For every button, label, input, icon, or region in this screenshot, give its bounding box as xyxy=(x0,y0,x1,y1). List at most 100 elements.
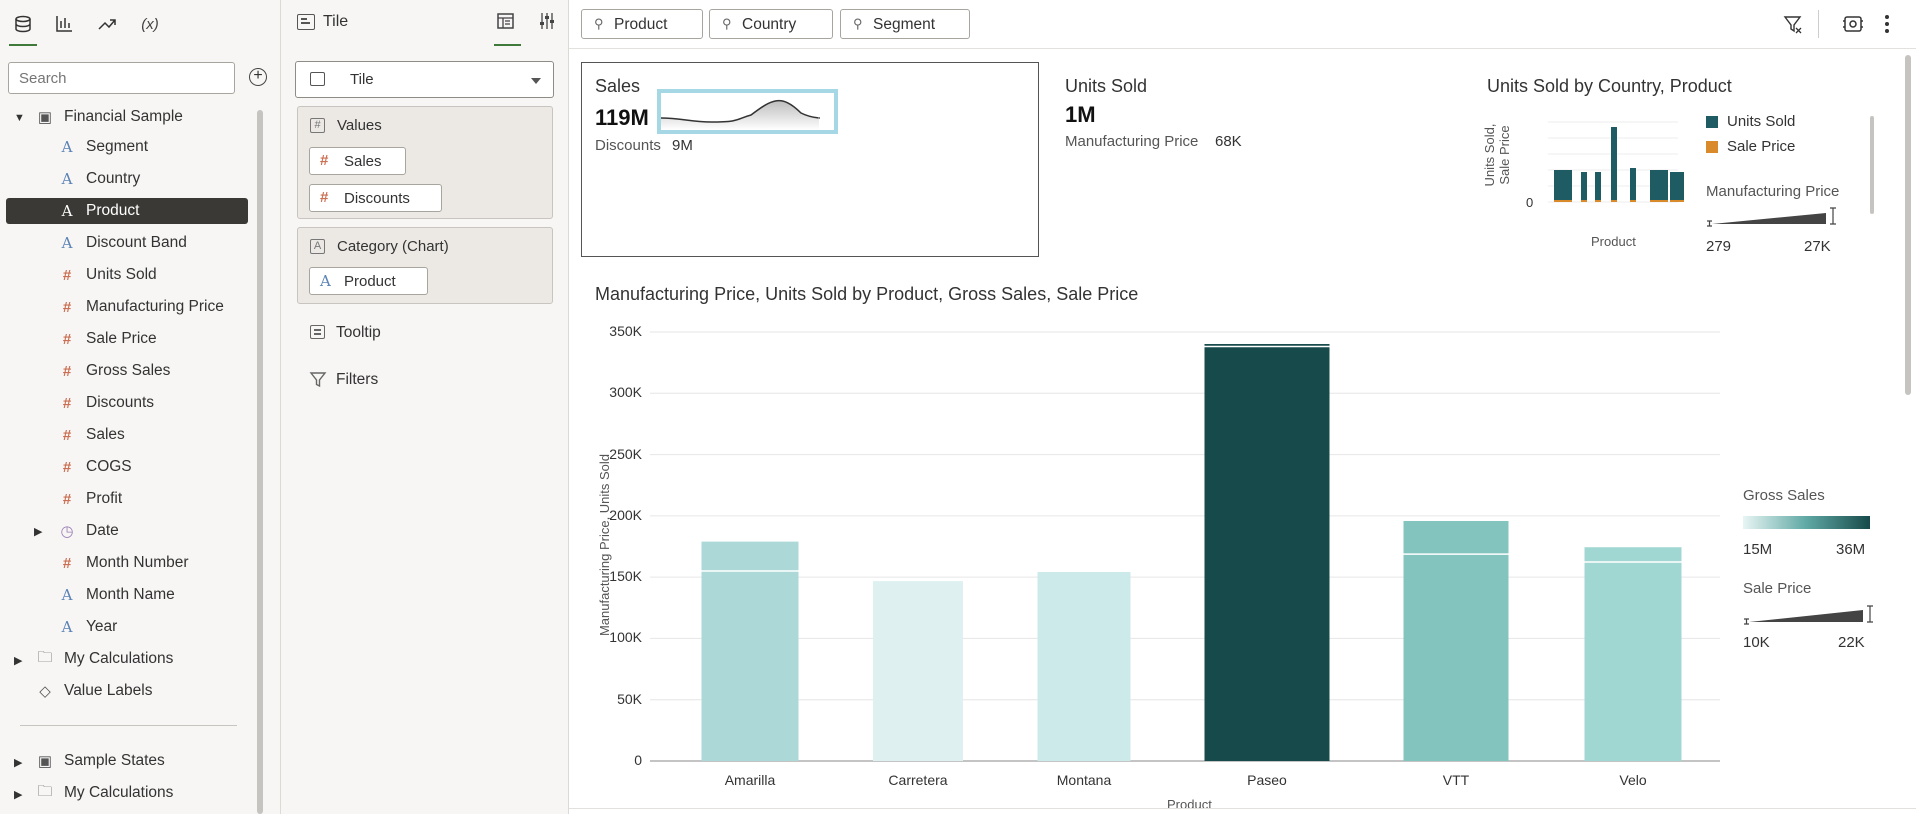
my-calculations-folder-2[interactable]: 🗀 My Calculations xyxy=(34,780,276,806)
dataset-icon: ▣ xyxy=(37,109,53,126)
field-label: Year xyxy=(86,618,118,635)
mini-bar[interactable] xyxy=(1554,170,1572,202)
field-country[interactable]: A Country xyxy=(6,166,248,192)
field-profit[interactable]: # Profit xyxy=(6,486,248,512)
value-labels-row[interactable]: ◇ Value Labels xyxy=(34,678,276,704)
sparkline-selection[interactable] xyxy=(657,89,838,134)
field-year[interactable]: A Year xyxy=(6,614,248,640)
mini-bar[interactable] xyxy=(1630,168,1636,202)
sales-tile[interactable] xyxy=(581,62,1039,257)
sales-tile-sub-label: Discounts xyxy=(595,137,661,154)
add-icon[interactable]: + xyxy=(249,68,267,86)
value-pill-label: Discounts xyxy=(344,190,410,207)
x-tick-label: Paseo xyxy=(1247,772,1287,788)
chevron-down-icon[interactable] xyxy=(531,78,541,84)
properties-sliders-icon[interactable] xyxy=(538,12,558,32)
more-options-icon[interactable] xyxy=(1884,14,1890,34)
dataset-row[interactable]: ▣ Financial Sample xyxy=(34,104,276,130)
active-tab-indicator xyxy=(9,44,37,46)
category-pill-product[interactable]: A Product xyxy=(309,267,428,295)
y-tick-label: 200K xyxy=(609,506,642,523)
pin-icon: ⚲ xyxy=(594,16,604,31)
field-cogs[interactable]: # COGS xyxy=(6,454,248,480)
mini-bar[interactable] xyxy=(1670,172,1684,202)
mini-bar[interactable] xyxy=(1581,172,1587,202)
analytics-icon[interactable] xyxy=(93,10,121,38)
field-date[interactable]: ◷ Date xyxy=(6,518,248,544)
search-input[interactable] xyxy=(8,62,235,94)
values-icon: # xyxy=(310,118,325,133)
collapse-caret-icon[interactable]: ▼ xyxy=(14,112,25,124)
field-discounts[interactable]: # Discounts xyxy=(6,390,248,416)
mini-bar-sale-price xyxy=(1670,200,1684,202)
tooltip-drop-target[interactable]: Tooltip xyxy=(336,324,381,341)
measure-icon: # xyxy=(320,152,329,169)
field-sale-price[interactable]: # Sale Price xyxy=(6,326,248,352)
field-discount-band[interactable]: A Discount Band xyxy=(6,230,248,256)
measure-icon: # xyxy=(62,394,72,412)
filter-pill-country[interactable]: ⚲ Country xyxy=(709,9,833,39)
units-tile-value: 1M xyxy=(1065,102,1096,127)
field-month-name[interactable]: A Month Name xyxy=(6,582,248,608)
expand-caret-icon[interactable]: ▶ xyxy=(34,526,43,538)
calculations-icon[interactable]: (x) xyxy=(141,15,159,33)
filter-pill-product[interactable]: ⚲ Product xyxy=(581,9,703,39)
filters-drop-target[interactable]: Filters xyxy=(336,371,379,388)
my-calculations-folder[interactable]: 🗀 My Calculations xyxy=(34,646,276,672)
category-icon: A xyxy=(310,239,325,254)
field-sales[interactable]: # Sales xyxy=(6,422,248,448)
mini-chart-scrollbar[interactable] xyxy=(1870,116,1874,214)
field-manufacturing-price[interactable]: # Manufacturing Price xyxy=(6,294,248,320)
value-pill-sales[interactable]: # Sales xyxy=(309,147,406,175)
y-tick-label: 350K xyxy=(609,323,642,339)
bar-vtt[interactable] xyxy=(1403,521,1509,761)
pin-icon: ⚲ xyxy=(853,16,863,31)
grammar-active-tab xyxy=(494,44,521,46)
field-month-number[interactable]: # Month Number xyxy=(6,550,248,576)
mini-bar-sale-price xyxy=(1611,200,1617,202)
canvas-scrollbar[interactable] xyxy=(1905,55,1911,395)
grammar-title: Tile xyxy=(323,13,349,30)
expand-caret-icon[interactable]: ▶ xyxy=(14,789,23,801)
data-panel: (x) + ▼ ▣ Financial Sample A Segment A Country… xyxy=(0,0,281,814)
data-panel-scrollbar[interactable] xyxy=(257,110,263,814)
expand-caret-icon[interactable]: ▶ xyxy=(14,655,23,667)
field-product[interactable]: A Product xyxy=(6,198,248,224)
y-tick-label: 150K xyxy=(609,568,642,585)
visualizations-icon[interactable] xyxy=(50,10,78,38)
mini-bar[interactable] xyxy=(1611,127,1617,202)
measure-icon: # xyxy=(62,426,72,444)
properties-layout-icon[interactable] xyxy=(497,12,517,32)
measure-icon: # xyxy=(62,298,72,316)
field-segment[interactable]: A Segment xyxy=(6,134,248,160)
tile-type-icon xyxy=(310,72,325,86)
bar-velo[interactable] xyxy=(1584,547,1682,761)
folder-icon: 🗀 xyxy=(37,782,53,800)
mini-chart-title: Units Sold by Country, Product xyxy=(1487,76,1732,96)
mini-bar[interactable] xyxy=(1650,170,1668,202)
bar-paseo[interactable] xyxy=(1204,344,1330,761)
field-gross-sales[interactable]: # Gross Sales xyxy=(6,358,248,384)
data-icon[interactable] xyxy=(9,10,37,38)
values-section: # Values # Sales # Discounts xyxy=(297,106,553,219)
value-pill-discounts[interactable]: # Discounts xyxy=(309,184,442,212)
expand-caret-icon[interactable]: ▶ xyxy=(14,757,23,769)
sales-tile-sub-value: 9M xyxy=(672,137,693,154)
color-legend-min: 15M xyxy=(1743,541,1773,558)
bar-carretera[interactable] xyxy=(873,581,963,761)
sample-states-dataset[interactable]: ▣ Sample States xyxy=(34,748,276,774)
field-units-sold[interactable]: # Units Sold xyxy=(6,262,248,288)
sales-tile-title: Sales xyxy=(595,76,641,96)
value-labels-label: Value Labels xyxy=(64,682,153,699)
attribute-icon: A xyxy=(61,618,73,636)
size-legend-title: Sale Price xyxy=(1743,580,1812,597)
y-tick-label: 0 xyxy=(634,752,642,768)
bar-amarilla[interactable] xyxy=(701,541,799,761)
viz-type-select[interactable]: Tile xyxy=(295,61,554,98)
field-label: Units Sold xyxy=(86,266,157,283)
values-title: Values xyxy=(337,117,382,134)
mini-bar[interactable] xyxy=(1595,172,1601,202)
bar-montana[interactable] xyxy=(1037,571,1131,761)
filter-pill-segment[interactable]: ⚲ Segment xyxy=(840,9,970,39)
mini-size-max: 27K xyxy=(1804,238,1831,255)
